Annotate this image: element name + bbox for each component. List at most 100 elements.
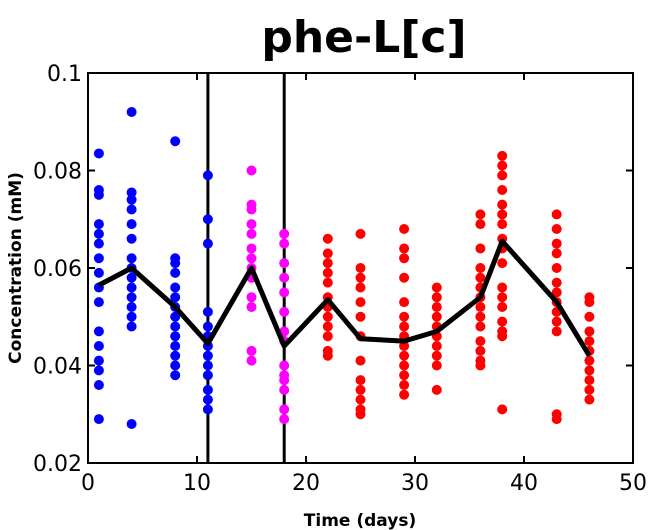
- data-point: [475, 243, 486, 254]
- data-point: [355, 394, 366, 405]
- data-point: [497, 282, 508, 293]
- data-point: [322, 267, 333, 278]
- y-axis-label: Concentration (mM): [6, 172, 26, 364]
- data-point: [126, 107, 137, 117]
- data-point: [126, 187, 137, 198]
- y-tick-label: 0.04: [33, 355, 82, 380]
- data-point: [399, 311, 410, 322]
- data-point: [279, 272, 290, 283]
- data-point: [584, 365, 595, 376]
- data-point: [497, 170, 508, 181]
- data-point: [551, 238, 562, 249]
- data-point: [170, 311, 181, 322]
- data-point: [497, 199, 508, 210]
- data-point: [584, 311, 595, 322]
- data-point: [399, 380, 410, 390]
- data-point: [497, 331, 508, 342]
- x-tick-label: 20: [292, 471, 320, 496]
- data-point: [551, 326, 562, 337]
- data-point: [497, 160, 508, 171]
- data-point: [93, 341, 104, 351]
- data-point: [170, 136, 181, 147]
- data-point: [584, 336, 595, 347]
- x-tick-label: 10: [183, 471, 211, 496]
- data-point: [551, 414, 562, 425]
- data-point: [246, 345, 257, 356]
- data-point: [126, 233, 137, 244]
- data-point: [475, 321, 486, 332]
- data-point: [246, 228, 257, 239]
- data-point: [246, 302, 257, 312]
- data-point: [279, 404, 290, 415]
- data-point: [170, 321, 181, 332]
- data-point: [322, 350, 333, 361]
- data-point: [202, 238, 213, 249]
- data-point: [126, 419, 137, 429]
- data-point: [246, 219, 257, 230]
- data-point: [93, 380, 104, 390]
- data-point: [202, 394, 213, 405]
- data-point: [497, 209, 508, 220]
- data-point: [93, 219, 104, 230]
- data-point: [126, 321, 137, 332]
- data-point: [246, 355, 257, 366]
- data-point: [279, 258, 290, 269]
- data-point: [322, 331, 333, 342]
- data-point: [497, 185, 508, 195]
- mean-trend-line: [97, 238, 592, 358]
- data-point: [170, 292, 181, 303]
- data-point: [584, 326, 595, 337]
- data-point: [355, 297, 366, 308]
- data-point: [93, 228, 104, 239]
- data-point: [322, 311, 333, 322]
- data-point: [497, 150, 508, 161]
- data-point: [126, 302, 137, 312]
- y-tick-label: 0.06: [33, 257, 82, 282]
- data-point: [126, 272, 137, 283]
- data-point: [279, 360, 290, 371]
- data-point: [475, 263, 486, 273]
- data-point: [431, 350, 442, 361]
- x-tick-label: 30: [401, 471, 429, 496]
- data-point: [170, 370, 181, 381]
- data-point: [431, 302, 442, 312]
- data-point: [584, 375, 595, 386]
- data-point: [497, 302, 508, 312]
- y-tick-label: 0.08: [33, 160, 82, 185]
- data-point: [584, 355, 595, 366]
- data-point: [431, 384, 442, 395]
- data-point: [475, 311, 486, 322]
- x-tick-label: 40: [510, 471, 538, 496]
- data-point: [279, 238, 290, 249]
- data-point: [202, 350, 213, 361]
- data-point: [126, 253, 137, 264]
- data-point: [126, 282, 137, 293]
- data-point: [322, 233, 333, 244]
- data-point: [584, 384, 595, 395]
- data-point: [170, 258, 181, 269]
- data-point: [399, 297, 410, 308]
- data-point: [497, 292, 508, 303]
- data-point: [93, 253, 104, 264]
- data-point: [279, 287, 290, 298]
- data-point: [399, 370, 410, 381]
- data-point: [246, 253, 257, 264]
- data-point: [355, 228, 366, 239]
- data-point: [551, 209, 562, 220]
- data-point: [475, 219, 486, 230]
- data-point: [202, 321, 213, 332]
- data-point: [93, 355, 104, 366]
- data-point: [202, 370, 213, 381]
- data-point: [202, 404, 213, 415]
- data-point: [246, 292, 257, 303]
- data-point: [399, 360, 410, 371]
- data-point: [431, 341, 442, 351]
- data-point: [431, 360, 442, 371]
- data-point: [93, 189, 104, 200]
- data-point: [431, 311, 442, 322]
- data-point: [551, 263, 562, 273]
- data-point: [246, 165, 257, 176]
- data-point: [355, 311, 366, 322]
- data-point: [584, 297, 595, 308]
